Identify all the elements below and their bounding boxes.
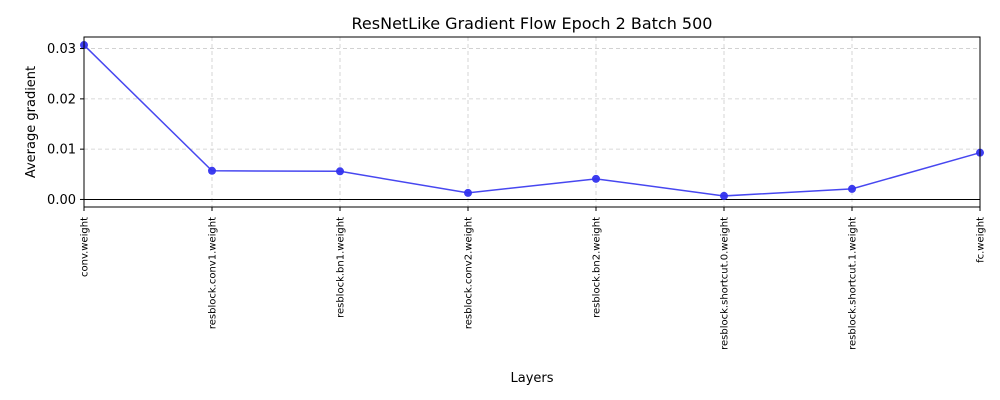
data-point (720, 191, 728, 200)
y-axis-label: Average gradient (24, 66, 39, 178)
y-tick-label: 0.01 (47, 143, 76, 158)
data-point (336, 167, 344, 176)
x-tick-label: conv.weight (80, 217, 91, 277)
data-point (592, 174, 600, 183)
y-tick-label: 0.00 (47, 193, 76, 208)
x-tick-label: resblock.bn1.weight (336, 217, 347, 318)
series-group (80, 41, 984, 200)
x-tick-label: resblock.conv1.weight (208, 217, 219, 329)
data-point (208, 166, 216, 175)
x-tick-label: resblock.shortcut.0.weight (720, 217, 731, 350)
x-axis-label: Layers (510, 371, 553, 386)
y-axis-ticks: 0.00 0.01 0.02 0.03 (47, 42, 84, 208)
y-tick-label: 0.02 (47, 92, 76, 107)
series-line (83, 44, 981, 197)
x-axis-ticks: conv.weight resblock.conv1.weight resblock… (80, 207, 987, 350)
plot-frame (83, 36, 981, 208)
data-point (848, 184, 856, 193)
chart-title: ResNetLike Gradient Flow Epoch 2 Batch 5… (352, 14, 713, 33)
data-point (464, 188, 472, 197)
x-tick-label: resblock.bn2.weight (592, 217, 603, 318)
x-tick-label: fc.weight (976, 217, 987, 263)
x-tick-label: resblock.shortcut.1.weight (848, 217, 859, 350)
x-tick-label: resblock.conv2.weight (464, 217, 475, 329)
grid-lines (83, 37, 981, 207)
y-tick-label: 0.03 (47, 42, 76, 57)
